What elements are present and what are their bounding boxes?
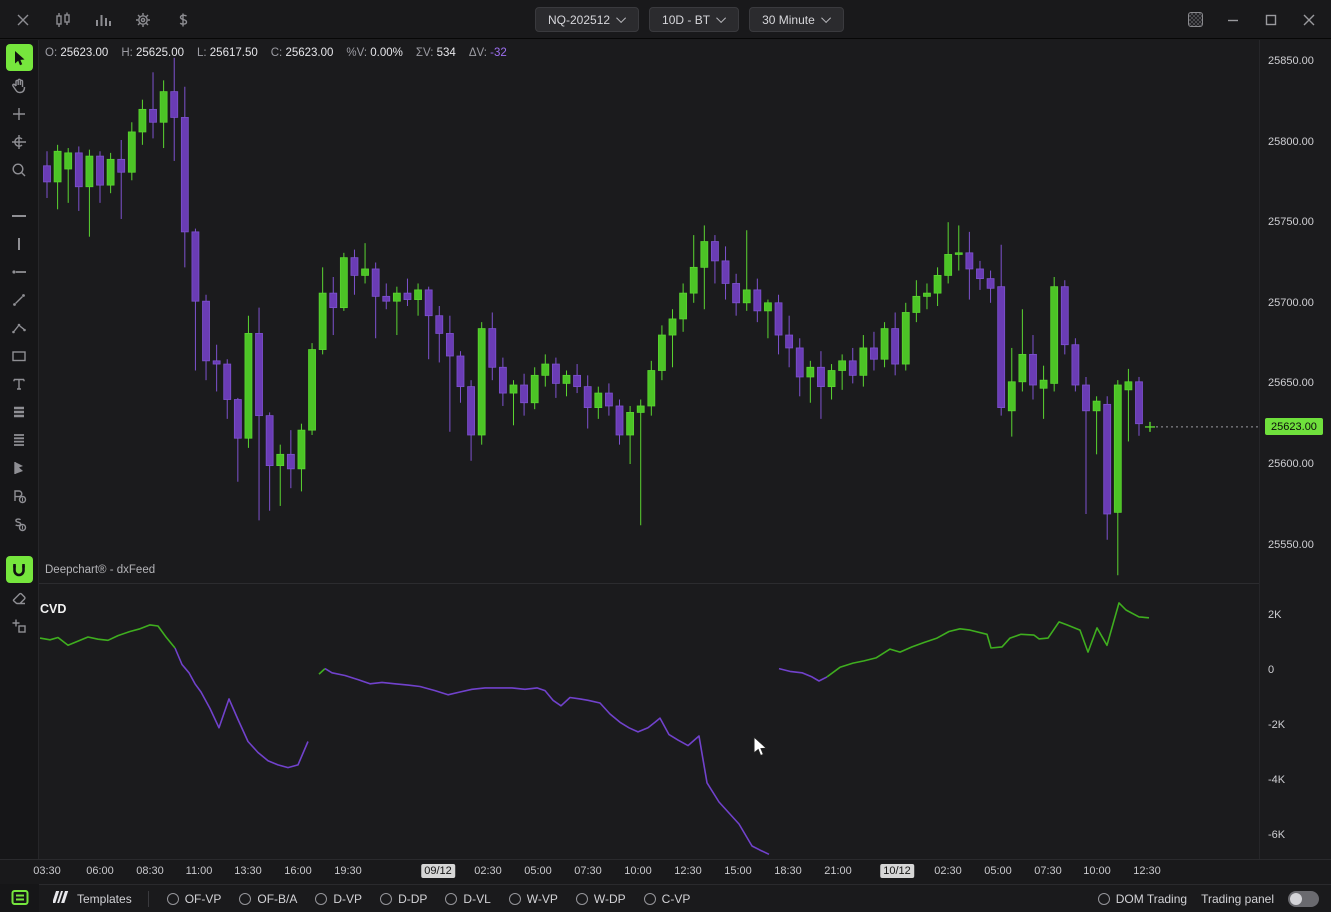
templates-label: Templates xyxy=(77,892,132,906)
templates-button[interactable]: Templates xyxy=(39,891,148,906)
price-tick: 25600.00 xyxy=(1268,458,1314,470)
time-tick: 15:00 xyxy=(721,864,755,878)
info-o: O: 25623.00 xyxy=(45,47,108,59)
price-tick: 25700.00 xyxy=(1268,297,1314,309)
info-v: ΣV: 534 xyxy=(416,47,456,59)
price-tick: 25650.00 xyxy=(1268,377,1314,389)
ohlc-info-bar: O: 25623.00 H: 25625.00 L: 25617.50 C: 2562… xyxy=(45,47,507,59)
last-price-tag: 25623.00 xyxy=(1265,418,1323,435)
time-tick: 11:00 xyxy=(183,864,216,878)
time-tick: 07:30 xyxy=(1031,864,1065,878)
time-tick-date: 10/12 xyxy=(880,864,914,878)
time-tick: 10:00 xyxy=(1080,864,1114,878)
price-tick: 25750.00 xyxy=(1268,216,1314,228)
info-v: ΔV: -32 xyxy=(469,47,507,59)
price-chart[interactable] xyxy=(0,0,1331,912)
templates-icon xyxy=(53,891,69,906)
trading-panel-toggle[interactable] xyxy=(1288,891,1319,907)
dom-trading-radio[interactable]: DOM Trading xyxy=(1098,892,1187,906)
time-tick: 07:30 xyxy=(571,864,605,878)
preset-label: D-VL xyxy=(463,892,490,906)
radio-icon xyxy=(576,893,588,905)
preset-label: OF-B/A xyxy=(257,892,297,906)
preset-radio-d-dp[interactable]: D-DP xyxy=(380,892,427,906)
preset-radio-d-vl[interactable]: D-VL xyxy=(445,892,490,906)
time-tick: 05:00 xyxy=(521,864,555,878)
cvd-indicator-label: CVD xyxy=(40,602,66,616)
time-tick: 18:30 xyxy=(771,864,805,878)
toggle-knob xyxy=(1290,893,1302,905)
cvd-tick: -2K xyxy=(1268,719,1285,731)
time-tick: 02:30 xyxy=(471,864,505,878)
info-h: H: 25625.00 xyxy=(121,47,184,59)
cvd-tick: 0 xyxy=(1268,664,1274,676)
time-tick: 08:30 xyxy=(133,864,167,878)
price-tick: 25550.00 xyxy=(1268,539,1314,551)
time-tick: 03:30 xyxy=(30,864,64,878)
preset-radio-c-vp[interactable]: C-VP xyxy=(644,892,691,906)
radio-icon xyxy=(445,893,457,905)
time-tick: 05:00 xyxy=(981,864,1015,878)
cvd-tick: 2K xyxy=(1268,609,1281,621)
time-tick: 10:00 xyxy=(621,864,655,878)
preset-radio-w-vp[interactable]: W-VP xyxy=(509,892,558,906)
preset-label: D-VP xyxy=(333,892,362,906)
dom-trading-label: DOM Trading xyxy=(1116,892,1187,906)
preset-radio-of-vp[interactable]: OF-VP xyxy=(167,892,222,906)
preset-radio-w-dp[interactable]: W-DP xyxy=(576,892,626,906)
radio-icon xyxy=(1098,893,1110,905)
radio-icon xyxy=(509,893,521,905)
preset-label: W-VP xyxy=(527,892,558,906)
preset-label: W-DP xyxy=(594,892,626,906)
radio-icon xyxy=(239,893,251,905)
info-v: %V: 0.00% xyxy=(346,47,402,59)
info-c: C: 25623.00 xyxy=(271,47,334,59)
radio-icon xyxy=(380,893,392,905)
cvd-tick: -6K xyxy=(1268,829,1285,841)
watermark: Deepchart® - dxFeed xyxy=(45,564,155,576)
bottom-bar: Templates OF-VP OF-B/A D-VP D-DP D-VL W-VP W-D… xyxy=(39,884,1331,912)
preset-radio-group: OF-VP OF-B/A D-VP D-DP D-VL W-VP W-DP C-VP xyxy=(149,892,691,906)
radio-icon xyxy=(644,893,656,905)
cvd-tick: -4K xyxy=(1268,774,1285,786)
preset-label: OF-VP xyxy=(185,892,222,906)
time-tick: 12:30 xyxy=(671,864,705,878)
preset-label: D-DP xyxy=(398,892,427,906)
preset-radio-d-vp[interactable]: D-VP xyxy=(315,892,362,906)
time-tick: 16:00 xyxy=(281,864,315,878)
radio-icon xyxy=(315,893,327,905)
price-tick: 25800.00 xyxy=(1268,136,1314,148)
time-tick: 13:30 xyxy=(231,864,265,878)
time-axis[interactable]: 03:30 06:00 08:30 11:00 13:30 16:00 19:30 09/12… xyxy=(0,859,1331,884)
app-window: NQ-20251210D - BT30 Minute O: 25623.00H:… xyxy=(0,0,1331,912)
info-l: L: 25617.50 xyxy=(197,47,258,59)
time-tick-date: 09/12 xyxy=(421,864,455,878)
bottom-right-group: DOM Trading Trading panel xyxy=(1080,891,1331,907)
preset-radio-of-b-a[interactable]: OF-B/A xyxy=(239,892,297,906)
preset-label: C-VP xyxy=(662,892,691,906)
time-tick: 19:30 xyxy=(331,864,365,878)
time-tick: 02:30 xyxy=(931,864,965,878)
time-tick: 21:00 xyxy=(821,864,855,878)
trading-panel-label: Trading panel xyxy=(1201,892,1274,906)
price-tick: 25850.00 xyxy=(1268,55,1314,67)
radio-icon xyxy=(167,893,179,905)
time-tick: 12:30 xyxy=(1130,864,1164,878)
time-tick: 06:00 xyxy=(83,864,117,878)
